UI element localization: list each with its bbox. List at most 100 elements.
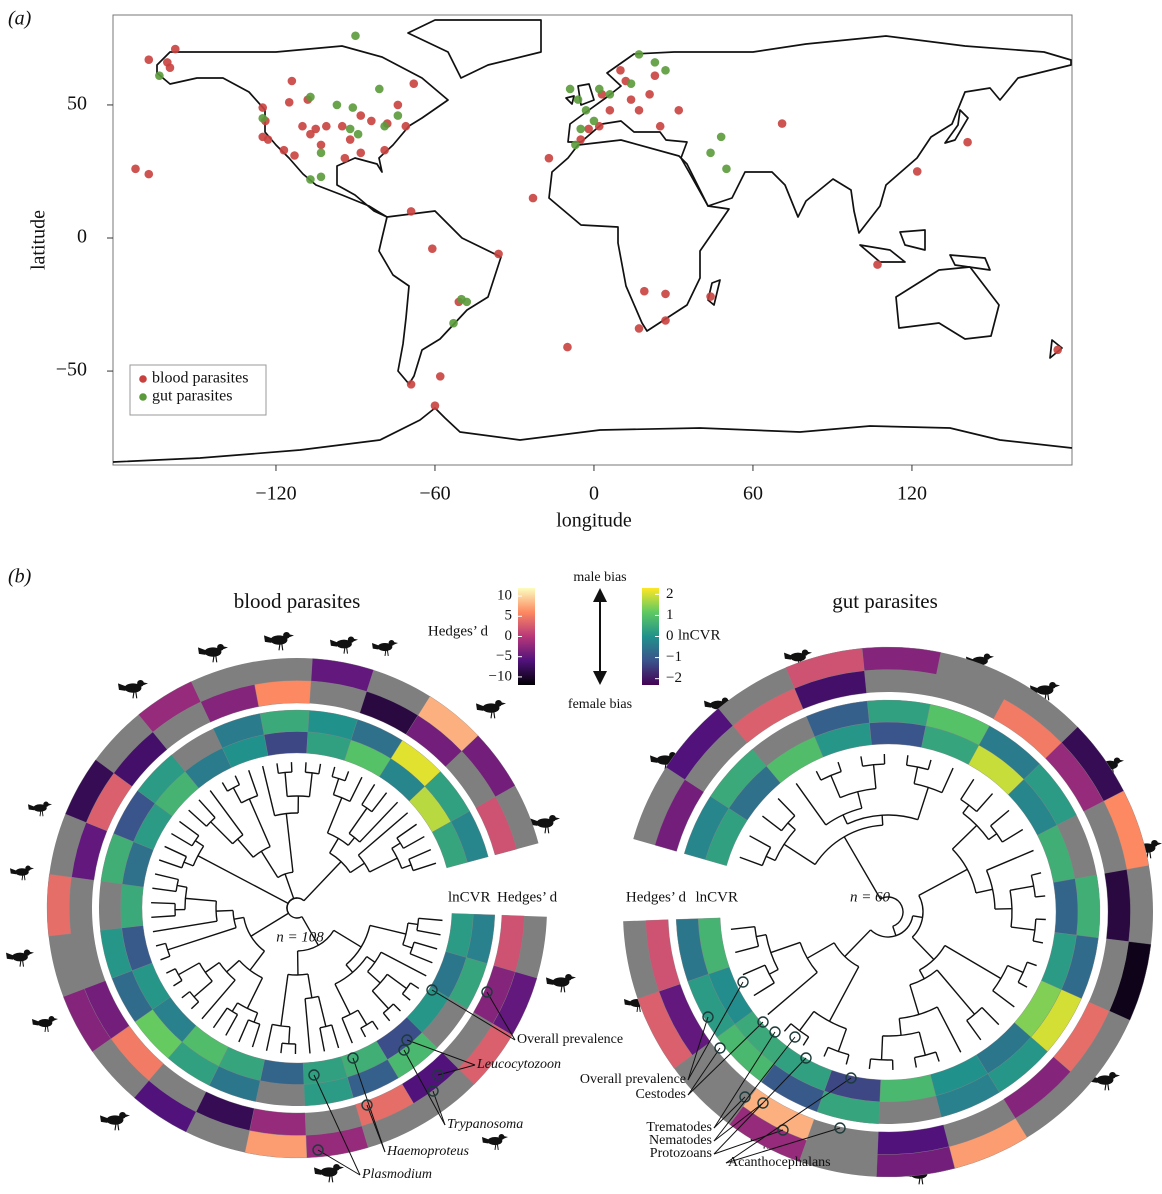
point xyxy=(341,154,350,163)
point xyxy=(606,90,615,99)
tree-branch xyxy=(173,981,181,986)
tree-branch xyxy=(942,768,953,793)
bird-icon xyxy=(198,644,228,662)
tree-branch xyxy=(289,1027,290,1044)
point xyxy=(582,106,591,115)
tree-branch xyxy=(750,836,771,848)
tree-branch xyxy=(362,784,375,804)
tree-branch xyxy=(882,815,883,825)
tree-branch xyxy=(1027,962,1036,965)
tree-branch xyxy=(151,916,175,918)
point xyxy=(380,122,389,131)
tree-branch xyxy=(348,838,354,846)
tree-branch xyxy=(285,773,287,797)
colorbar-tick-label: 1 xyxy=(666,607,674,623)
point xyxy=(333,101,342,110)
point xyxy=(635,50,644,59)
tree-branch xyxy=(360,802,398,842)
x-tick-label: −60 xyxy=(419,483,450,505)
tree-branch xyxy=(1031,873,1041,875)
tree-branch xyxy=(861,756,863,766)
tree-branch xyxy=(874,765,876,789)
tree-branch xyxy=(928,760,931,770)
tree-branch xyxy=(151,903,175,904)
tree-branch xyxy=(171,834,192,846)
tree-branch xyxy=(199,800,215,818)
heatmap-cell xyxy=(1105,869,1131,941)
bird-icon xyxy=(314,1164,344,1182)
point xyxy=(661,290,670,299)
tree-branch xyxy=(191,1002,198,1009)
tree-branch xyxy=(945,946,1001,979)
colorbar-tick-label: −2 xyxy=(666,670,682,686)
tree-branch xyxy=(177,885,187,887)
x-tick-label: −120 xyxy=(255,483,296,505)
tree-branch xyxy=(1010,886,1034,890)
panel-title: blood parasites xyxy=(234,589,361,613)
heatmap-cell xyxy=(880,1075,936,1102)
tree-branch xyxy=(184,862,193,866)
tree-branch xyxy=(417,930,441,934)
point xyxy=(595,85,604,94)
colorbar-tick-label: −10 xyxy=(489,668,512,684)
tree-branch xyxy=(166,969,175,973)
tree-branch xyxy=(285,874,294,899)
tree-branch xyxy=(372,1021,378,1029)
tree-branch xyxy=(976,889,993,893)
tree-branch xyxy=(211,822,233,844)
tree-branch xyxy=(910,985,919,1015)
tree-branch xyxy=(249,799,270,847)
tree-branch xyxy=(403,837,424,849)
colorbar-label: Hedges’ d xyxy=(428,623,489,639)
tree-branch xyxy=(319,996,326,1026)
point xyxy=(338,122,347,131)
legend-label: gut parasites xyxy=(152,388,232,405)
tree-branch xyxy=(179,821,198,835)
point xyxy=(131,165,140,174)
tree-branch xyxy=(335,984,350,1014)
tree-branch xyxy=(305,999,310,1054)
point xyxy=(717,133,726,142)
tree-branch xyxy=(263,766,275,816)
sample-size: n = 108 xyxy=(276,929,324,945)
colorbar-label: lnCVR xyxy=(678,627,721,643)
tree-branch xyxy=(413,863,436,870)
tree-branch xyxy=(731,927,755,930)
heatmap-cell xyxy=(255,681,311,707)
tree-branch xyxy=(254,1013,258,1022)
tree-branch xyxy=(383,1013,389,1021)
tree-branch xyxy=(803,1037,808,1045)
annotation: Protozoans xyxy=(650,1146,712,1161)
point xyxy=(306,130,315,139)
bird-icon xyxy=(28,802,52,817)
x-tick-label: 120 xyxy=(897,483,927,505)
tree-branch xyxy=(350,863,364,872)
tree-branch xyxy=(182,992,190,998)
point xyxy=(367,117,376,126)
tree-branch xyxy=(287,898,297,913)
tree-branch xyxy=(189,810,207,826)
tree-branch xyxy=(185,898,216,901)
point xyxy=(285,98,294,107)
tree-branch xyxy=(1011,927,1035,930)
x-tick-label: 0 xyxy=(589,483,599,505)
point xyxy=(645,90,654,99)
tree-branch xyxy=(168,928,237,950)
point xyxy=(722,165,731,174)
panel-label: (a) xyxy=(8,8,32,30)
tree-branch xyxy=(361,1028,366,1037)
y-tick-label: −50 xyxy=(56,359,87,381)
tree-branch xyxy=(967,1020,981,1039)
ring-label: Hedges’ d xyxy=(626,889,687,905)
tree-branch xyxy=(408,923,418,924)
annotation: Trypanosoma xyxy=(447,1117,523,1132)
point xyxy=(1053,345,1062,354)
tree-branch xyxy=(952,825,976,849)
tree-branch xyxy=(796,783,826,825)
tree-branch xyxy=(838,1029,846,1052)
point xyxy=(171,45,180,54)
point xyxy=(651,71,660,80)
point xyxy=(627,79,636,88)
point xyxy=(428,244,437,253)
bird-icon xyxy=(32,1016,58,1032)
